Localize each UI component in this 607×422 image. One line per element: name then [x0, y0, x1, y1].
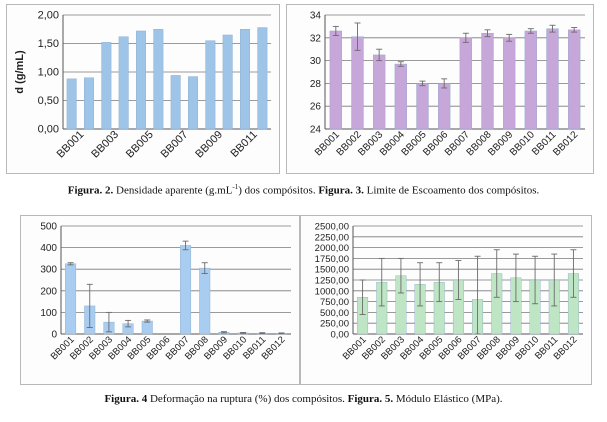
bar-bb001 [65, 263, 77, 335]
fig3-caption: Limite de Escoamento dos compósitos. [366, 184, 540, 197]
caption-bottom: Figura. 4 Deformação na ruptura (%) dos … [0, 393, 607, 405]
x-tick-label: BB007 [159, 129, 191, 161]
y-tick-label: 32 [310, 33, 322, 44]
x-tick-label: BB005 [124, 129, 156, 161]
bar-bb009 [503, 37, 516, 130]
fig4-label: Figura. 4 [104, 393, 148, 405]
bar-bb009 [205, 40, 216, 130]
x-tick-label: BB012 [551, 129, 580, 158]
y-tick-label: 1000,00 [315, 286, 349, 297]
fig2-label: Figura. 2. [67, 184, 114, 197]
bar-bb005 [141, 320, 153, 335]
y-tick-label: 24 [310, 125, 322, 136]
y-axis-label: d (g/mL) [14, 50, 26, 94]
bar-bb001 [329, 30, 342, 130]
y-tick-label: 1750,00 [315, 254, 349, 265]
bar-bb008 [481, 33, 494, 130]
bar-bb003 [101, 42, 112, 130]
bar-bb008 [188, 76, 198, 130]
y-tick-label: 500 [40, 222, 57, 233]
fig5-label: Figura. 5. [347, 393, 394, 405]
y-tick-label: 200 [40, 286, 57, 297]
y-tick-label: 400 [40, 243, 57, 254]
caption-top: Figura. 2. Densidade aparente (g.mL-1) d… [0, 183, 607, 197]
bar-bb012 [257, 27, 268, 130]
bar-bb004 [118, 36, 129, 130]
panel-fig5: 0,00 250,00 500,00 750,00 1000,00 1250,00 1500… [300, 215, 592, 385]
bar-bb001 [66, 78, 77, 130]
chart-fig5: 0,00250,00500,00750,001000,001250,001500… [315, 222, 583, 362]
y-tick-label: 1500,00 [315, 265, 349, 276]
bar-bb007 [170, 75, 181, 130]
bar-bb004 [394, 63, 407, 130]
chart-fig2: 0,000,501,001,502,00d (g/mL)BB001 BB003 BB… [14, 10, 271, 161]
y-tick-label: 0,00 [331, 330, 350, 341]
y-tick-label: 0,50 [38, 95, 59, 107]
x-tick-label: BB001 [55, 129, 87, 161]
y-tick-label: 0 [51, 330, 57, 341]
y-tick-label: 500,00 [320, 308, 349, 319]
x-tick-label: BB009 [193, 129, 225, 161]
bar-bb007 [180, 245, 192, 335]
bar-bb003 [373, 54, 386, 130]
bar-bb005 [136, 30, 146, 130]
bar-bb012 [568, 29, 581, 130]
bar-bb011 [240, 29, 250, 130]
y-tick-label: 26 [310, 102, 322, 113]
fig5-caption: Módulo Elástico (MPa). [395, 393, 503, 405]
y-tick-label: 1250,00 [315, 276, 349, 287]
bar-bb005 [416, 83, 429, 130]
bar-bb010 [524, 30, 537, 130]
bar-bb006 [153, 29, 164, 130]
y-tick-label: 1,00 [38, 67, 59, 79]
fig2-caption: Densidade aparente (g.mL [116, 184, 233, 197]
fig2-caption-sup: -1 [232, 183, 239, 191]
y-tick-label: 28 [310, 79, 322, 90]
bar-bb006 [438, 83, 451, 130]
y-tick-label: 34 [310, 11, 322, 22]
y-tick-label: 1,50 [38, 38, 59, 50]
y-tick-label: 250,00 [320, 319, 349, 330]
fig4-caption: Deformação na ruptura (%) dos compósitos… [149, 393, 345, 405]
y-tick-label: 2,00 [38, 10, 59, 22]
chart-fig3: 242628303234BB001BB002BB003BB004BB005BB0… [310, 11, 585, 158]
fig3-label: Figura. 3. [318, 184, 364, 197]
x-tick-label: BB011 [229, 129, 260, 160]
y-tick-label: 30 [310, 56, 322, 67]
panel-fig3: 24 26 28 30 32 34 BB001 BB002 BB003 BB004 BB005 BB0… [286, 4, 594, 174]
bar-bb010 [222, 34, 233, 130]
bar-bb011 [546, 28, 559, 130]
panel-fig2: 0,00 0,50 1,00 1,50 2,00 d (g/mL) BB001 BB003 BB… [6, 4, 280, 174]
panel-fig4: 0 100 200 300 400 500 BB001 BB002 BB003 BB004 BB00… [20, 215, 300, 385]
x-tick-label: BB003 [89, 129, 121, 161]
y-tick-label: 750,00 [320, 297, 349, 308]
y-tick-label: 0,00 [38, 124, 59, 136]
fig2-caption-end: ) dos compósitos. [238, 184, 316, 197]
y-tick-label: 2000,00 [315, 243, 349, 254]
y-tick-label: 2500,00 [315, 222, 349, 233]
y-tick-label: 100 [40, 308, 57, 319]
chart-fig4: 0100200300400500BB001BB002BB003BB004BB00… [40, 222, 291, 362]
bar-bb008 [199, 267, 211, 335]
y-tick-label: 300 [40, 265, 57, 276]
bar-bb002 [84, 77, 94, 130]
bar-bb007 [459, 37, 472, 130]
y-tick-label: 2250,00 [315, 232, 349, 243]
